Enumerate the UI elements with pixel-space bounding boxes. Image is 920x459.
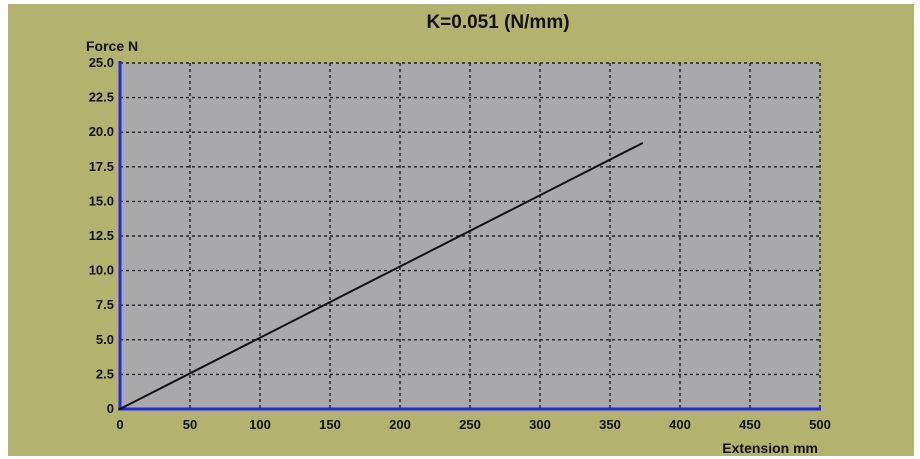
- x-tick-label: 200: [389, 417, 411, 432]
- x-tick-label: 100: [249, 417, 271, 432]
- y-tick-label: 5.0: [96, 332, 114, 347]
- y-tick-label: 12.5: [89, 228, 114, 243]
- x-tick-label: 0: [116, 417, 123, 432]
- y-tick-label: 15.0: [89, 193, 114, 208]
- x-tick-label: 500: [809, 417, 831, 432]
- x-tick-label: 50: [183, 417, 197, 432]
- x-ticks: 0 50 100 150 200 250 300 350 400 450 500: [116, 417, 830, 432]
- y-tick-label: 25.0: [89, 55, 114, 70]
- x-tick-label: 250: [459, 417, 481, 432]
- x-tick-label: 450: [739, 417, 761, 432]
- y-ticks: 0 2.5 5.0 7.5 10.0 12.5 15.0 17.5 20.0 22.5 25.0: [89, 55, 114, 416]
- y-axis-title: Force N: [86, 38, 138, 54]
- x-tick-label: 150: [319, 417, 341, 432]
- x-tick-label: 300: [529, 417, 551, 432]
- y-tick-label: 22.5: [89, 90, 114, 105]
- y-tick-label: 17.5: [89, 159, 114, 174]
- grid-lines: [120, 62, 821, 409]
- y-tick-label: 10.0: [89, 263, 114, 278]
- series-line: [119, 142, 644, 410]
- chart-title: K=0.051 (N/mm): [426, 12, 569, 33]
- series-layer: [119, 142, 644, 410]
- y-tick-label: 20.0: [89, 124, 114, 139]
- x-axis-title: Extension mm: [722, 440, 818, 456]
- y-tick-label: 7.5: [96, 297, 114, 312]
- x-tick-label: 400: [669, 417, 691, 432]
- y-tick-label: 0: [107, 401, 114, 416]
- x-tick-label: 350: [599, 417, 621, 432]
- y-tick-label: 2.5: [96, 366, 114, 381]
